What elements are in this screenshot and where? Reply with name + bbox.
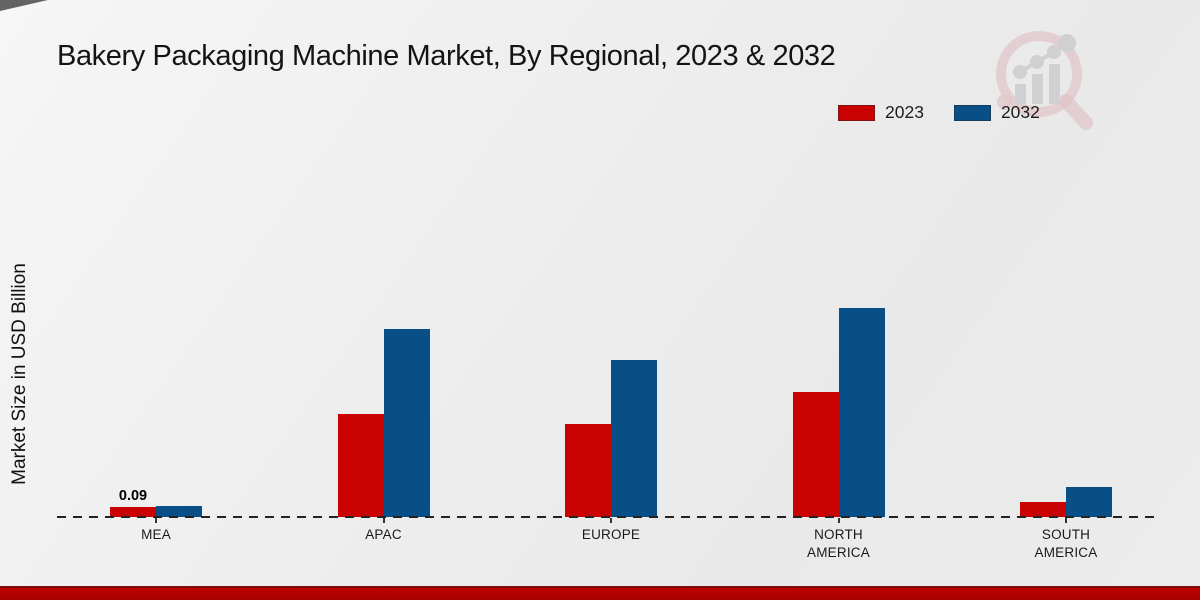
bar-2032-europe	[611, 360, 657, 517]
legend-item-2023: 2023	[838, 102, 924, 123]
bar-2032-south-america	[1066, 487, 1112, 517]
bar-2023-south-america	[1020, 502, 1066, 517]
legend-item-2032: 2032	[953, 102, 1040, 123]
category-label-apac: APAC	[365, 527, 402, 542]
bar-2023-mea	[110, 507, 156, 517]
chart-title: Bakery Packaging Machine Market, By Regi…	[57, 40, 836, 72]
corner-accent-wedge	[0, 0, 48, 11]
legend-label-2032: 2032	[1000, 102, 1040, 122]
x-axis-tick	[1065, 518, 1067, 523]
bar-2023-north-america	[792, 392, 839, 517]
category-label-mea: MEA	[141, 527, 171, 542]
category-label-europe: EUROPE	[581, 527, 641, 542]
x-axis-tick	[610, 518, 612, 523]
bar-2032-north-america	[838, 308, 885, 517]
bar-2032-mea	[156, 506, 202, 517]
bar-2023-apac	[337, 414, 384, 517]
x-axis-tick	[155, 518, 157, 523]
legend-swatch-2023	[838, 104, 875, 121]
legend-swatch-2032	[953, 104, 991, 121]
legend: 2023 2032	[838, 102, 1040, 123]
legend-label-2023: 2023	[885, 102, 924, 122]
category-label-north-america: NORTH AMERICA	[807, 527, 870, 560]
bar-2023-europe	[565, 424, 611, 517]
x-axis-baseline	[57, 516, 1158, 518]
category-label-south-america: SOUTH AMERICA	[1034, 527, 1098, 560]
footer-accent-band	[0, 586, 1200, 600]
x-axis-tick	[837, 518, 840, 523]
bar-2032-apac	[383, 329, 430, 517]
bar-value-label: 0.09	[118, 488, 148, 504]
x-axis-tick	[382, 518, 385, 523]
